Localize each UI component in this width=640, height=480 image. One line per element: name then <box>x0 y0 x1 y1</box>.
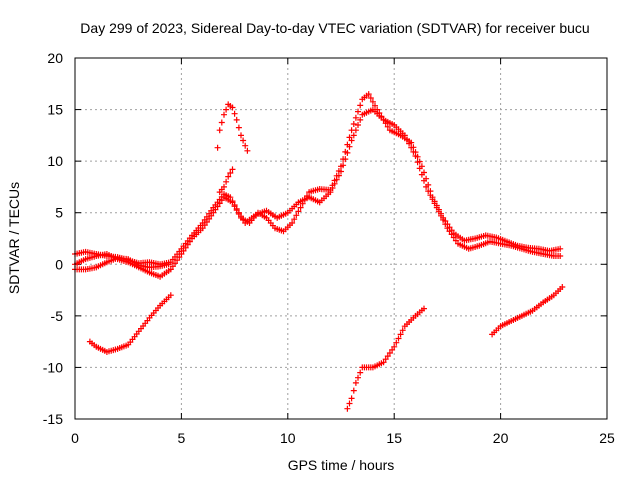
chart-title: Day 299 of 2023, Sidereal Day-to-day VTE… <box>80 20 589 36</box>
series-arc-13h-neg <box>344 305 427 412</box>
series-markers <box>72 91 564 280</box>
y-tick-label: -5 <box>51 308 64 324</box>
y-tick-label: 5 <box>55 205 63 221</box>
y-tick-label: 0 <box>55 256 63 272</box>
x-tick-label: 15 <box>386 430 402 446</box>
grid <box>75 58 607 419</box>
series-markers <box>489 284 566 338</box>
x-tick-label: 10 <box>280 430 296 446</box>
x-axis-tick-labels: 0 5 10 15 20 25 <box>71 430 615 446</box>
series-arc-1h-neg <box>86 292 174 355</box>
series-markers <box>216 166 236 196</box>
axis-ticks <box>74 57 608 420</box>
y-tick-label: 10 <box>47 153 63 169</box>
plot-frame <box>74 57 608 420</box>
x-tick-label: 0 <box>71 430 79 446</box>
y-axis-label: SDTVAR / TECUs <box>6 182 22 294</box>
data-series <box>72 91 566 412</box>
y-tick-label: -10 <box>43 359 63 375</box>
series-markers <box>214 101 251 154</box>
y-tick-label: 15 <box>47 102 63 118</box>
series-markers <box>344 305 427 412</box>
series-arc-spur-7h <box>216 166 236 196</box>
x-axis-label: GPS time / hours <box>288 457 395 473</box>
series-arc-main-b <box>72 91 564 280</box>
x-tick-label: 5 <box>178 430 186 446</box>
y-tick-label: -15 <box>43 411 63 427</box>
series-arc-20h-neg <box>489 284 566 338</box>
y-axis-tick-labels: -15 -10 -5 0 5 10 15 20 <box>43 50 63 427</box>
x-tick-label: 20 <box>493 430 509 446</box>
series-arc-7h-high <box>214 101 251 154</box>
series-markers <box>86 292 174 355</box>
x-tick-label: 25 <box>599 430 615 446</box>
y-tick-label: 20 <box>47 50 63 66</box>
